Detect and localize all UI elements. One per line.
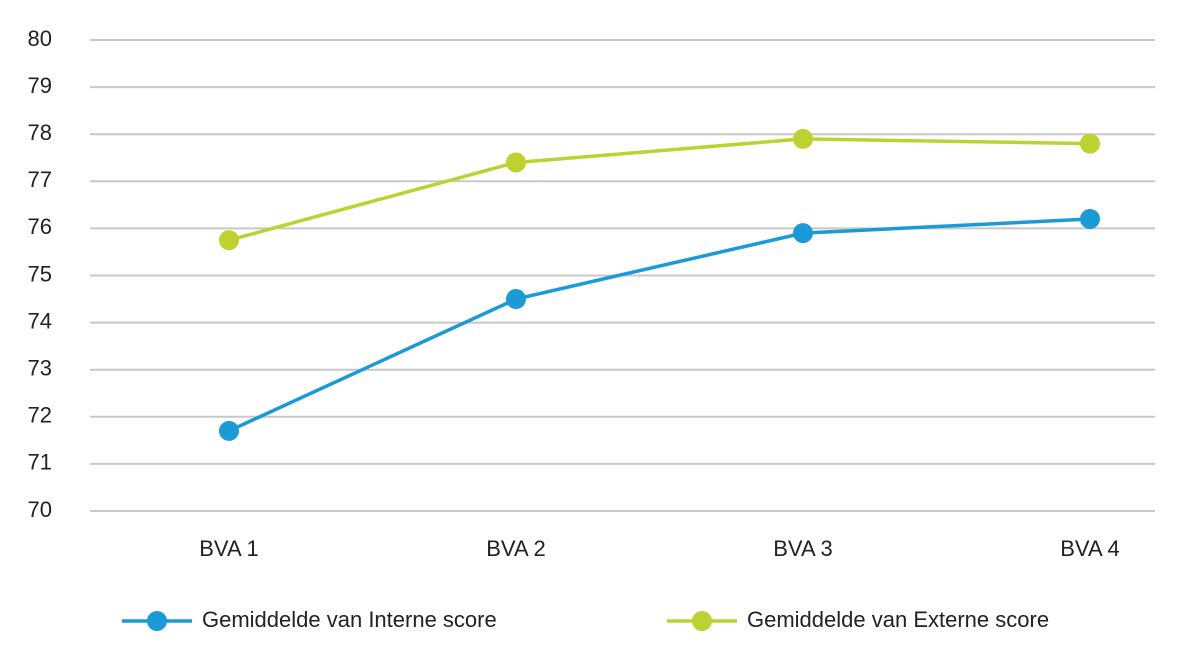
x-tick-label: BVA 3: [773, 536, 833, 561]
y-tick-label: 77: [28, 167, 52, 192]
y-tick-label: 76: [28, 214, 52, 239]
y-tick-label: 72: [28, 403, 52, 428]
legend-marker: [692, 611, 712, 631]
series-line: [228, 137, 1091, 242]
legend-label: Gemiddelde van Externe score: [747, 607, 1049, 632]
data-point: [506, 152, 526, 173]
data-point: [219, 420, 239, 441]
y-tick-label: 71: [28, 450, 52, 475]
y-tick-label: 70: [28, 497, 52, 522]
series-line: [228, 217, 1091, 433]
y-tick-label: 75: [28, 261, 52, 286]
y-tick-label: 73: [28, 356, 52, 381]
y-tick-label: 79: [28, 73, 52, 98]
x-tick-label: BVA 2: [486, 536, 546, 561]
data-point: [793, 128, 813, 149]
x-tick-label: BVA 4: [1060, 536, 1120, 561]
legend-marker: [147, 611, 167, 631]
y-tick-label: 74: [28, 308, 52, 333]
x-tick-label: BVA 1: [199, 536, 259, 561]
y-tick-label: 80: [28, 26, 52, 51]
data-point: [506, 289, 526, 310]
data-point: [1080, 133, 1100, 154]
y-tick-label: 78: [28, 120, 52, 145]
data-point: [1080, 208, 1100, 229]
data-point: [219, 230, 239, 251]
data-point: [793, 223, 813, 244]
legend-label: Gemiddelde van Interne score: [202, 607, 497, 632]
